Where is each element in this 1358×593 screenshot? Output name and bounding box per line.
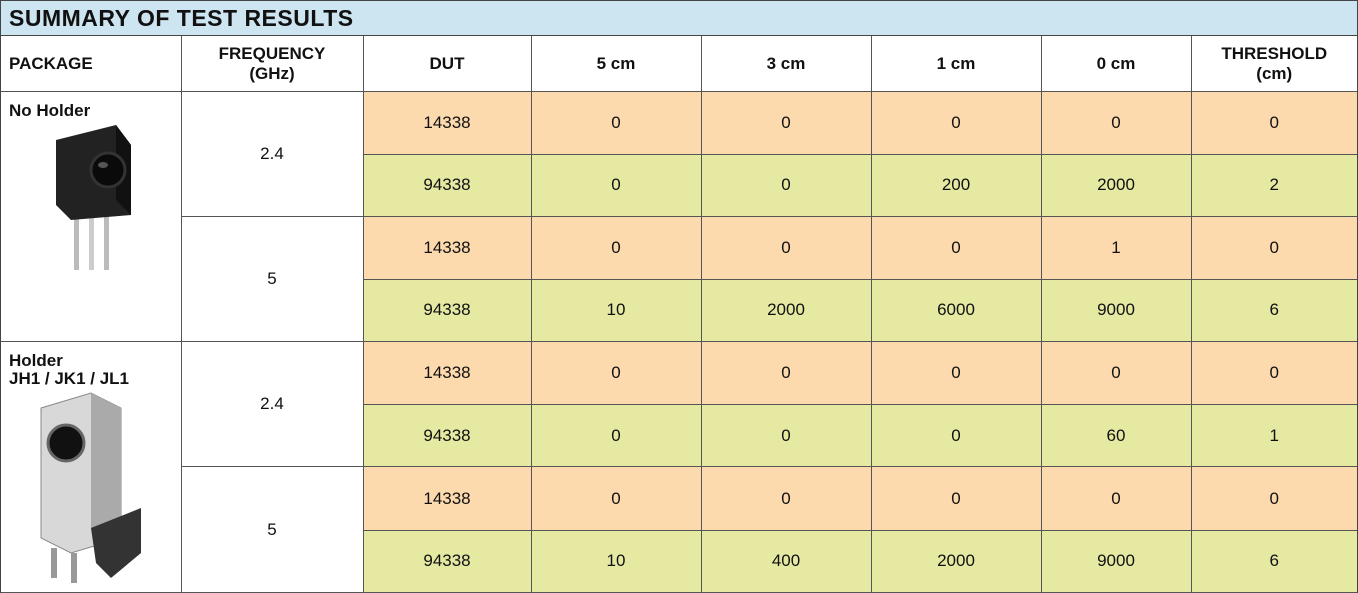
value-cell: 9000	[1041, 530, 1191, 593]
dut-cell: 94338	[363, 279, 531, 342]
value-cell: 0	[701, 217, 871, 280]
column-header: DUT	[363, 36, 531, 92]
value-cell: 400	[701, 530, 871, 593]
value-cell: 200	[871, 154, 1041, 217]
dut-cell: 14338	[363, 217, 531, 280]
column-header: PACKAGE	[1, 36, 181, 92]
value-cell: 1	[1041, 217, 1191, 280]
package-cell: No Holder	[1, 92, 181, 342]
value-cell: 0	[701, 467, 871, 530]
value-cell: 0	[1191, 342, 1357, 405]
value-cell: 0	[701, 342, 871, 405]
column-header: 3 cm	[701, 36, 871, 92]
frequency-cell: 2.4	[181, 342, 363, 467]
package-image	[9, 120, 181, 274]
value-cell: 0	[1041, 92, 1191, 155]
value-cell: 0	[871, 467, 1041, 530]
value-cell: 0	[701, 92, 871, 155]
value-cell: 0	[531, 404, 701, 467]
value-cell: 0	[531, 92, 701, 155]
value-cell: 6	[1191, 530, 1357, 593]
value-cell: 0	[871, 92, 1041, 155]
value-cell: 2000	[701, 279, 871, 342]
package-image	[9, 388, 181, 592]
frequency-cell: 5	[181, 217, 363, 342]
value-cell: 0	[531, 154, 701, 217]
dut-cell: 94338	[363, 530, 531, 593]
value-cell: 0	[531, 342, 701, 405]
package-cell: Holder JH1 / JK1 / JL1	[1, 342, 181, 593]
frequency-cell: 5	[181, 467, 363, 593]
value-cell: 6	[1191, 279, 1357, 342]
dut-cell: 94338	[363, 404, 531, 467]
panel-title: SUMMARY OF TEST RESULTS	[1, 1, 1357, 36]
frequency-cell: 2.4	[181, 92, 363, 217]
value-cell: 0	[701, 404, 871, 467]
value-cell: 0	[1041, 342, 1191, 405]
value-cell: 0	[1191, 217, 1357, 280]
value-cell: 6000	[871, 279, 1041, 342]
package-label: Holder JH1 / JK1 / JL1	[9, 352, 181, 388]
dut-cell: 14338	[363, 92, 531, 155]
value-cell: 0	[531, 217, 701, 280]
value-cell: 0	[1191, 467, 1357, 530]
value-cell: 2000	[871, 530, 1041, 593]
value-cell: 0	[701, 154, 871, 217]
results-panel: SUMMARY OF TEST RESULTS PACKAGEFREQUENCY…	[0, 0, 1358, 593]
value-cell: 0	[871, 404, 1041, 467]
dut-cell: 94338	[363, 154, 531, 217]
value-cell: 1	[1191, 404, 1357, 467]
value-cell: 10	[531, 279, 701, 342]
value-cell: 0	[1191, 92, 1357, 155]
value-cell: 0	[1041, 467, 1191, 530]
package-label: No Holder	[9, 102, 181, 120]
column-header: 5 cm	[531, 36, 701, 92]
dut-cell: 14338	[363, 342, 531, 405]
value-cell: 0	[871, 217, 1041, 280]
column-header: 1 cm	[871, 36, 1041, 92]
column-header: THRESHOLD (cm)	[1191, 36, 1357, 92]
value-cell: 2000	[1041, 154, 1191, 217]
column-header: FREQUENCY (GHz)	[181, 36, 363, 92]
value-cell: 2	[1191, 154, 1357, 217]
dut-cell: 14338	[363, 467, 531, 530]
value-cell: 0	[871, 342, 1041, 405]
value-cell: 0	[531, 467, 701, 530]
column-header: 0 cm	[1041, 36, 1191, 92]
value-cell: 9000	[1041, 279, 1191, 342]
value-cell: 60	[1041, 404, 1191, 467]
value-cell: 10	[531, 530, 701, 593]
